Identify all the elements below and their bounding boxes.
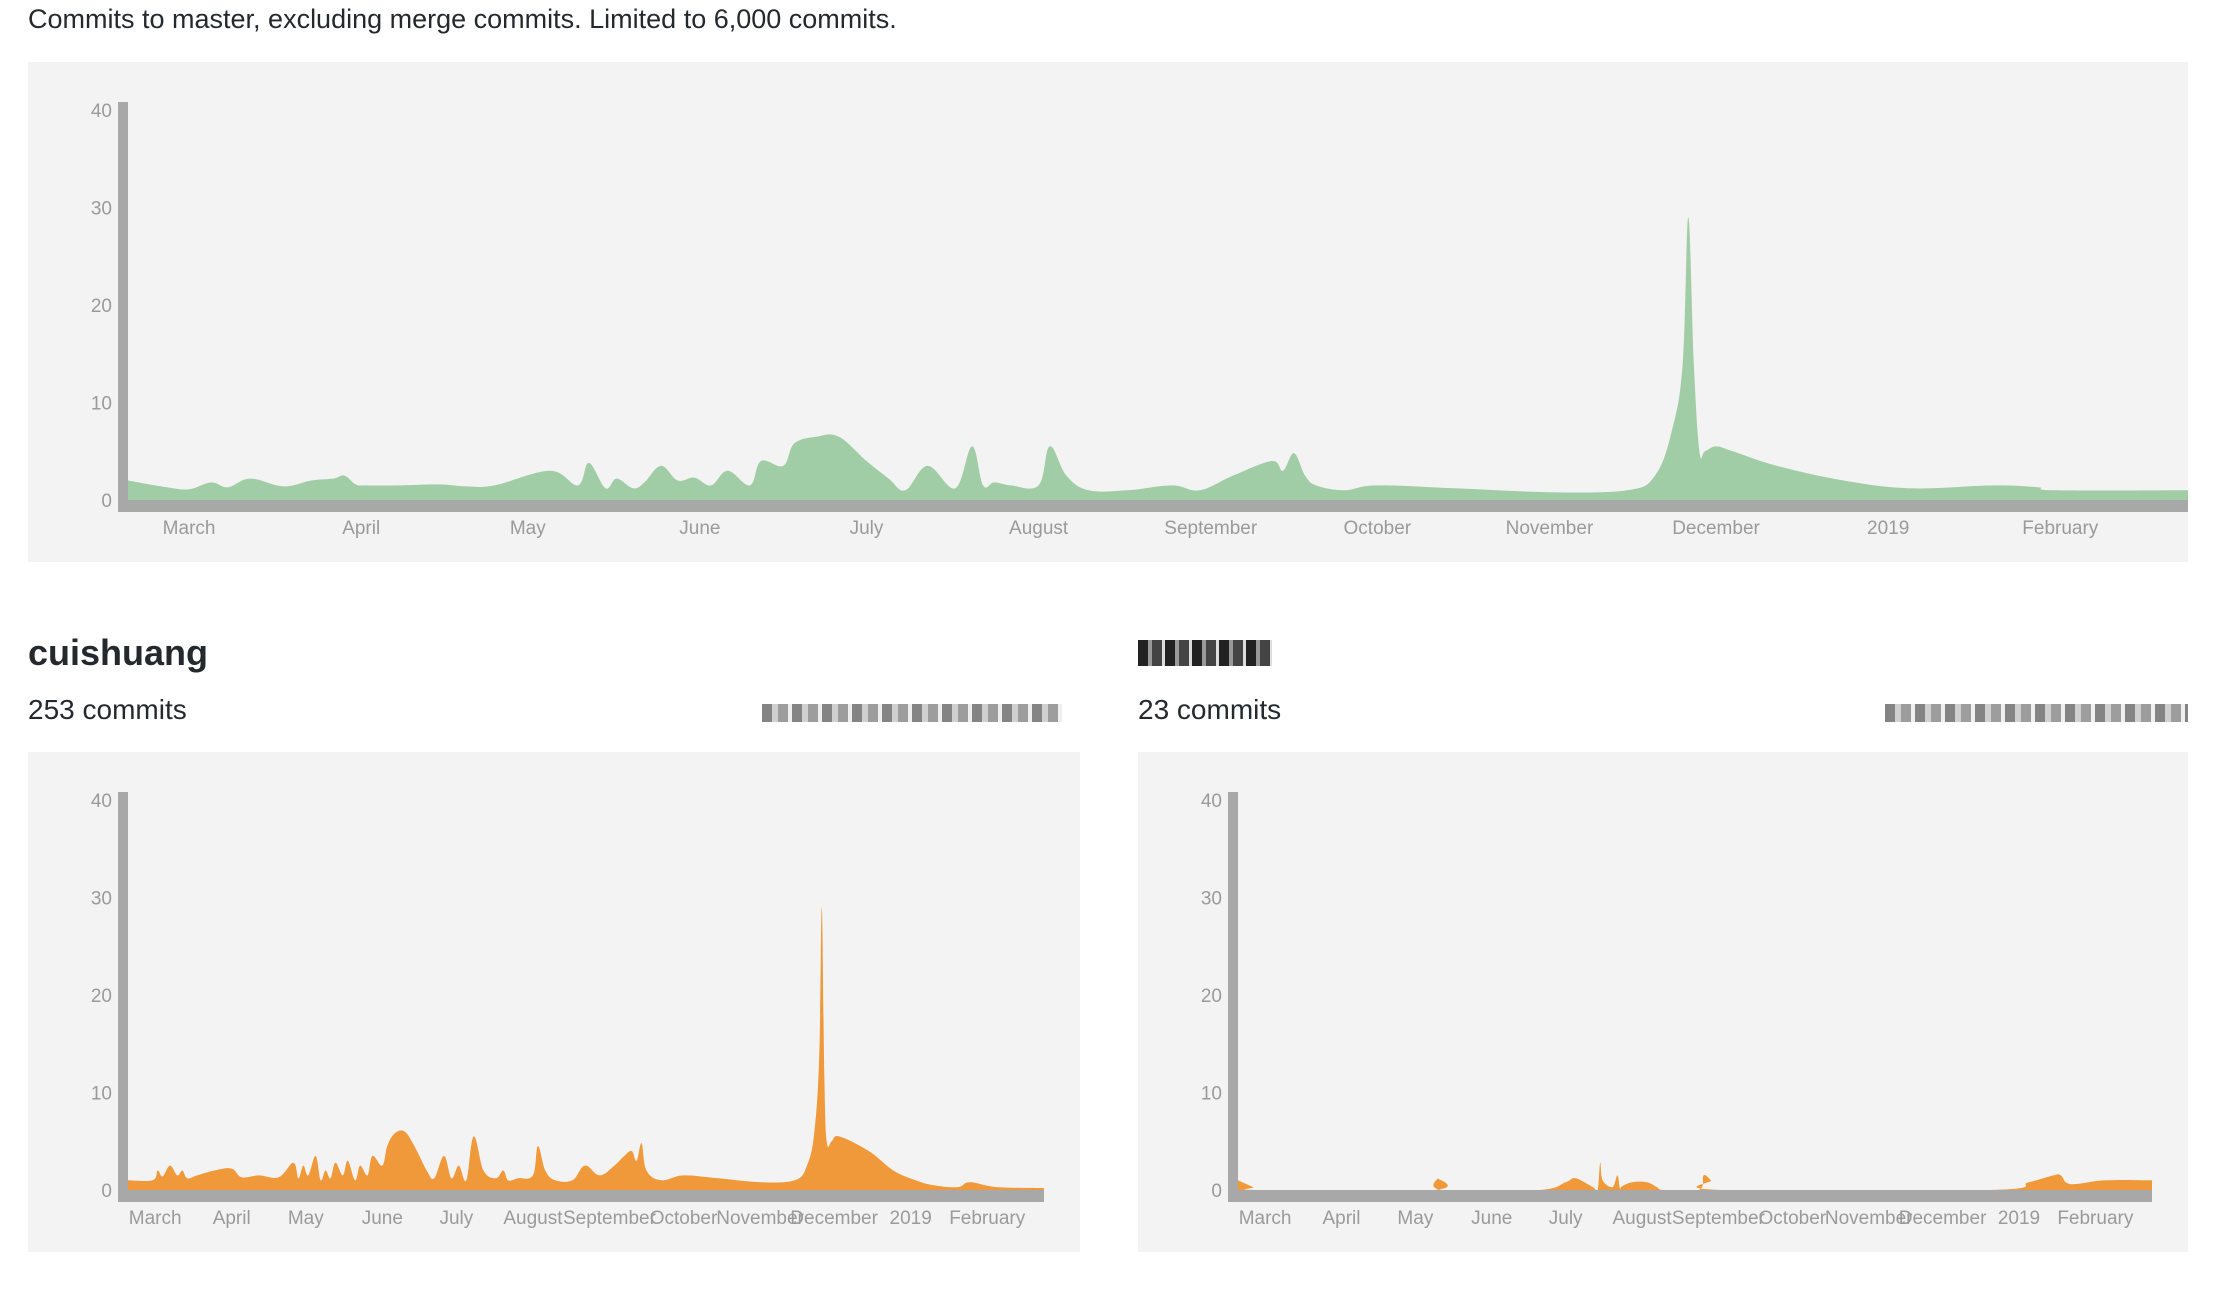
main-chart-x-tick-label: February xyxy=(2022,518,2099,539)
contributor-chart-y-tick-label: 40 xyxy=(1201,791,1222,812)
contributor-chart-x-tick-label: May xyxy=(1397,1208,1433,1229)
main-chart-y-tick-label: 30 xyxy=(91,199,112,220)
main-chart-x-tick-label: July xyxy=(850,518,884,539)
contributor-chart-x-tick-label: October xyxy=(650,1208,718,1229)
main-chart-y-tick-label: 40 xyxy=(91,101,112,122)
contributor-chart-x-tick-label: February xyxy=(949,1208,1026,1229)
contributor-chart-x-tick-label: March xyxy=(129,1208,182,1229)
contributor-chart-x-tick-label: September xyxy=(563,1208,657,1229)
main-chart-x-tick-label: May xyxy=(510,518,546,539)
contributor-chart-y-tick-label: 10 xyxy=(1201,1084,1222,1105)
main-chart-x-axis-line xyxy=(128,500,2188,512)
contributor-name[interactable]: cuishuang xyxy=(28,632,209,673)
contributor-commit-chart-svg: 0 10 20 30 40 March April May June July August Sept… xyxy=(91,791,1044,1229)
contributor-chart-y-tick-label: 40 xyxy=(91,791,112,812)
contributor-chart-x-tick-label: June xyxy=(362,1208,403,1229)
contributor-chart-x-tick-label: July xyxy=(439,1208,473,1229)
main-chart-x-tick-label: December xyxy=(1672,518,1760,539)
contributor-chart-y-tick-label: 20 xyxy=(91,986,112,1007)
main-commit-chart-svg: 0 10 20 30 40 March April May June July August Sept… xyxy=(91,101,2188,539)
contributor-chart-x-tick-label: May xyxy=(288,1208,324,1229)
contributor-chart-x-tick-label: June xyxy=(1471,1208,1512,1229)
contributor-chart-y-tick-label: 20 xyxy=(1201,986,1222,1007)
contributor-chart-x-tick-label: November xyxy=(716,1208,804,1229)
contributor-chart-x-tick-label: November xyxy=(1825,1208,1913,1229)
contributor-chart-area-series-0 xyxy=(1238,1162,2152,1192)
contributor-chart-x-tick-label: April xyxy=(213,1208,251,1229)
contributor-commit-count: 23 commits xyxy=(1138,694,1282,725)
main-chart-y-tick-label: 20 xyxy=(91,296,112,317)
redacted-contributor-stats xyxy=(762,704,1062,722)
main-chart-x-tick-label: 2019 xyxy=(1867,518,1909,539)
contributor-chart-x-tick-label: August xyxy=(1612,1208,1672,1229)
page-subtitle: Commits to master, excluding merge commi… xyxy=(28,4,897,34)
main-chart-x-tick-label: October xyxy=(1344,518,1412,539)
main-chart-x-tick-label: November xyxy=(1506,518,1594,539)
main-commit-chart: 0 10 20 30 40 March April May June July August Sept… xyxy=(28,62,2188,562)
redacted-contributor-stats xyxy=(1885,704,2188,722)
contributor-commit-count: 253 commits xyxy=(28,694,187,725)
contributor-chart-y-tick-label: 0 xyxy=(1211,1181,1222,1202)
main-chart-x-tick-label: September xyxy=(1164,518,1258,539)
contributor-chart-x-tick-label: August xyxy=(503,1208,563,1229)
contributor-chart-x-tick-label: March xyxy=(1239,1208,1292,1229)
main-chart-area-series-0 xyxy=(128,217,2188,500)
main-chart-y-tick-label: 0 xyxy=(101,491,112,512)
contributor-chart-x-tick-label: October xyxy=(1759,1208,1827,1229)
contributor-chart-x-tick-label: April xyxy=(1322,1208,1360,1229)
contributor-chart-x-tick-label: September xyxy=(1672,1208,1766,1229)
contributor-chart-y-tick-label: 30 xyxy=(91,889,112,910)
contributor-chart-area-series-0 xyxy=(128,907,1044,1190)
contributor-commit-chart: 0 10 20 30 40 March April May June July August Sept… xyxy=(1138,752,2188,1252)
contributor-chart-y-tick-label: 10 xyxy=(91,1084,112,1105)
contributor-chart-x-tick-label: 2019 xyxy=(890,1208,932,1229)
main-chart-y-tick-label: 10 xyxy=(91,394,112,415)
contributor-chart-y-axis-line xyxy=(118,792,128,1202)
contributor-chart-x-axis-line xyxy=(1238,1190,2152,1202)
contributor-chart-x-axis-line xyxy=(128,1190,1044,1202)
contributor-chart-x-tick-label: July xyxy=(1549,1208,1583,1229)
contributor-chart-x-tick-label: February xyxy=(2057,1208,2134,1229)
contributor-chart-y-tick-label: 0 xyxy=(101,1181,112,1202)
contributor-commit-chart: 0 10 20 30 40 March April May June July August Sept… xyxy=(28,752,1080,1252)
contributor-chart-y-tick-label: 30 xyxy=(1201,889,1222,910)
main-chart-x-tick-label: August xyxy=(1009,518,1069,539)
main-chart-x-tick-label: March xyxy=(163,518,216,539)
contributor-chart-x-tick-label: December xyxy=(1899,1208,1987,1229)
main-chart-y-axis-line xyxy=(118,102,128,512)
redacted-contributor-name xyxy=(1138,640,1272,666)
contributor-chart-y-axis-line xyxy=(1228,792,1238,1202)
contributor-chart-x-tick-label: 2019 xyxy=(1998,1208,2040,1229)
contributor-chart-x-tick-label: December xyxy=(790,1208,878,1229)
main-chart-x-tick-label: June xyxy=(679,518,720,539)
contributor-commit-chart-svg: 0 10 20 30 40 March April May June July August Sept… xyxy=(1201,791,2152,1229)
main-chart-x-tick-label: April xyxy=(342,518,380,539)
